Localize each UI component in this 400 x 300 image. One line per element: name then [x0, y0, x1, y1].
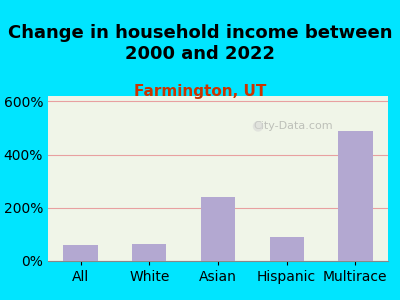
Text: Farmington, UT: Farmington, UT	[134, 84, 266, 99]
Text: City-Data.com: City-Data.com	[253, 121, 333, 131]
Bar	[201, 197, 235, 261]
Text: Change in household income between
2000 and 2022: Change in household income between 2000 …	[8, 24, 392, 63]
Bar	[132, 244, 166, 261]
Bar	[338, 130, 372, 261]
Bar	[270, 237, 304, 261]
Text: ●: ●	[251, 119, 263, 133]
Bar	[64, 245, 98, 261]
